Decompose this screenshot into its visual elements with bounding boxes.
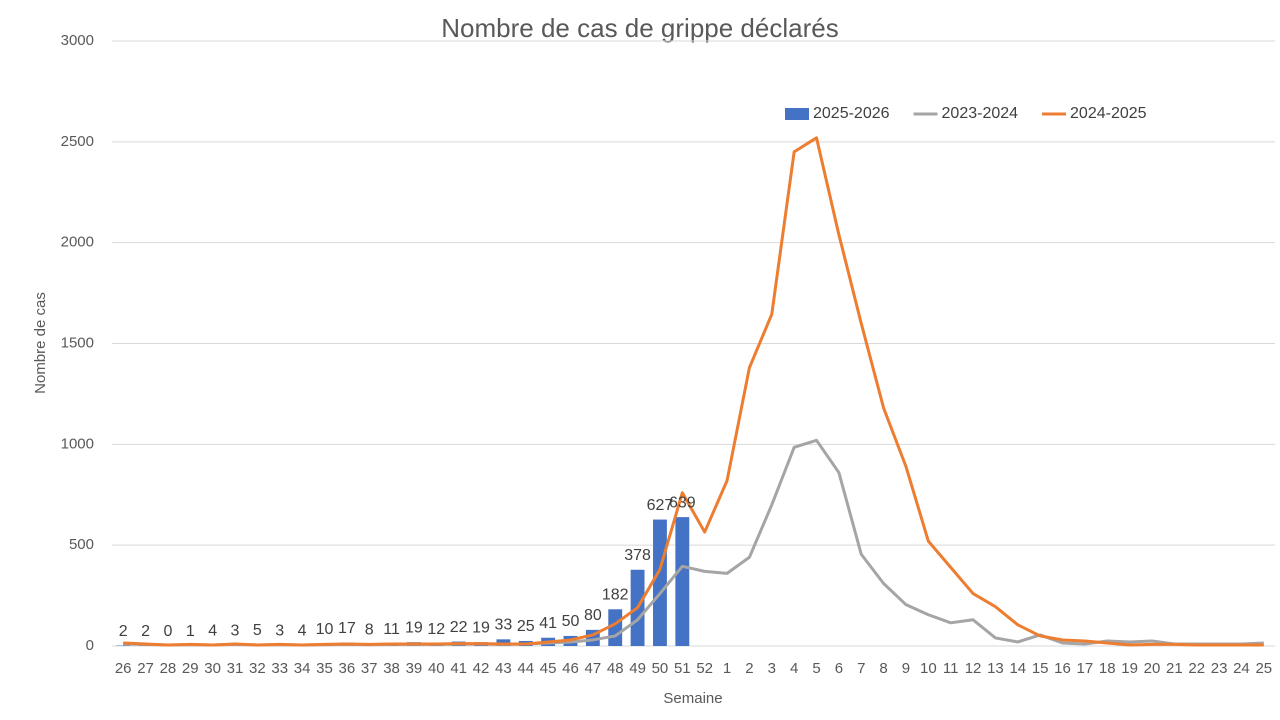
x-tick-label: 29 [182,660,199,677]
x-tick-label: 43 [495,660,512,677]
data-label: 22 [450,619,468,636]
bar [653,519,667,646]
y-tick-label: 0 [86,637,94,654]
x-tick-label: 15 [1032,660,1049,677]
x-tick-label: 35 [316,660,333,677]
data-label: 5 [253,622,262,639]
x-tick-label: 4 [790,660,798,677]
x-tick-label: 14 [1009,660,1026,677]
x-tick-label: 50 [652,660,669,677]
x-tick-label: 38 [383,660,400,677]
data-label: 8 [365,622,374,639]
data-label: 12 [427,621,445,638]
x-tick-label: 1 [723,660,731,677]
x-tick-label: 48 [607,660,624,677]
y-tick-label: 1000 [61,435,94,452]
x-tick-label: 16 [1054,660,1071,677]
x-tick-label: 31 [227,660,244,677]
x-tick-label: 27 [137,660,154,677]
x-tick-label: 2 [745,660,753,677]
data-label: 182 [602,587,629,604]
data-label: 3 [275,623,284,640]
data-label: 378 [624,547,651,564]
x-tick-label: 11 [943,660,959,677]
x-tick-label: 30 [204,660,221,677]
legend-label: 2025-2026 [813,105,890,122]
data-label: 0 [163,623,172,640]
x-tick-label: 32 [249,660,266,677]
x-tick-label: 9 [902,660,910,677]
legend-label: 2024-2025 [1070,105,1147,122]
x-tick-label: 45 [540,660,557,677]
x-tick-label: 10 [920,660,937,677]
x-tick-label: 41 [450,660,467,677]
data-label: 1 [186,623,195,640]
x-tick-label: 12 [965,660,982,677]
x-tick-label: 47 [585,660,602,677]
y-axis-label: Nombre de cas [32,292,49,394]
x-tick-label: 33 [271,660,288,677]
x-tick-label: 34 [294,660,311,677]
x-tick-label: 46 [562,660,579,677]
x-tick-label: 5 [812,660,820,677]
x-tick-label: 25 [1255,660,1272,677]
x-tick-label: 22 [1188,660,1205,677]
x-tick-label: 23 [1211,660,1228,677]
data-label: 41 [539,615,557,632]
x-tick-label: 24 [1233,660,1250,677]
x-tick-label: 3 [768,660,776,677]
data-label: 19 [405,619,423,636]
data-label: 11 [383,621,400,638]
x-tick-label: 26 [115,660,132,677]
x-axis-label: Semaine [663,690,722,707]
x-tick-label: 28 [160,660,177,677]
data-label: 17 [338,620,356,637]
x-tick-label: 21 [1166,660,1183,677]
line [123,438,1264,647]
data-label: 25 [517,618,535,635]
y-tick-label: 2000 [61,234,94,251]
x-tick-label: 51 [674,660,691,677]
x-tick-label: 42 [473,660,490,677]
x-tick-label: 7 [857,660,865,677]
data-label: 3 [231,623,240,640]
data-label: 80 [584,607,602,624]
x-tick-label: 17 [1077,660,1094,677]
legend-swatch [785,108,809,120]
y-tick-label: 500 [69,536,94,553]
x-tick-label: 40 [428,660,445,677]
x-tick-label: 20 [1144,660,1161,677]
x-tick-label: 52 [696,660,713,677]
chart-title: Nombre de cas de grippe déclarés [441,13,838,43]
data-label: 4 [208,622,217,639]
y-tick-label: 1500 [61,334,94,351]
x-tick-label: 18 [1099,660,1116,677]
data-label: 33 [494,617,512,634]
data-label: 4 [298,622,307,639]
y-tick-label: 3000 [61,32,94,49]
bar [675,517,690,646]
x-tick-label: 36 [338,660,355,677]
x-tick-label: 19 [1121,660,1138,677]
x-tick-label: 49 [629,660,646,677]
y-tick-label: 2500 [61,133,94,150]
x-tick-label: 39 [406,660,423,677]
x-tick-label: 44 [517,660,534,677]
line [123,136,1264,647]
x-tick-label: 13 [987,660,1004,677]
x-tick-label: 6 [835,660,843,677]
data-label: 10 [316,621,334,638]
data-label: 19 [472,619,490,636]
legend-label: 2023-2024 [942,105,1019,122]
x-tick-label: 37 [361,660,378,677]
data-label: 2 [141,623,150,640]
data-label: 50 [562,613,580,630]
data-label: 639 [669,494,696,511]
data-label: 627 [647,497,674,514]
data-label: 2 [119,623,128,640]
x-tick-label: 8 [879,660,887,677]
